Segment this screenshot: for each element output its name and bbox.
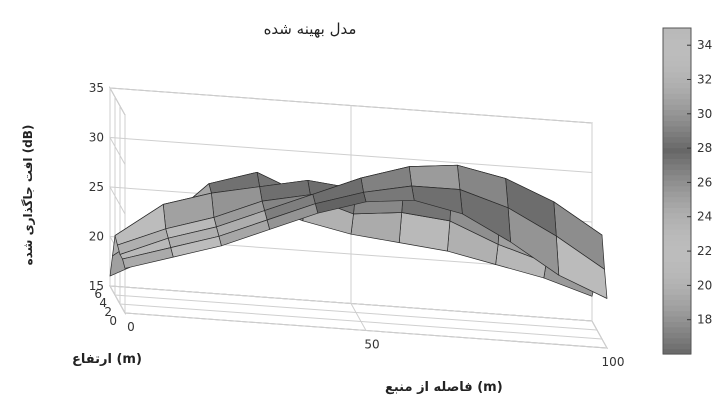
colorbar-band <box>663 261 691 268</box>
colorbar-band <box>663 332 691 339</box>
colorbar-band <box>663 234 691 241</box>
grid-line-y <box>114 97 598 331</box>
colorbar-band <box>663 201 691 208</box>
colorbar-band <box>663 125 691 132</box>
z-tick-label: 35 <box>89 81 104 95</box>
colorbar-band <box>663 87 691 94</box>
colorbar-band <box>663 277 691 284</box>
colorbar-band <box>663 60 691 67</box>
surface-patch <box>122 247 174 269</box>
colorbar-band <box>663 55 691 62</box>
colorbar-band <box>663 207 691 214</box>
colorbar-band <box>663 191 691 198</box>
z-tick-label: 30 <box>89 131 104 145</box>
colorbar-band <box>663 245 691 252</box>
colorbar-band <box>663 229 691 236</box>
colorbar-band <box>663 196 691 203</box>
colorbar-band <box>663 71 691 78</box>
colorbar-band <box>663 158 691 165</box>
colorbar-tick-label: 28 <box>697 141 712 155</box>
colorbar-band <box>663 38 691 45</box>
colorbar-band <box>663 337 691 344</box>
colorbar-band <box>663 348 691 355</box>
colorbar-band <box>663 109 691 116</box>
z-axis-label: افت جاگذاری شده (dB) <box>21 124 35 266</box>
colorbar-band <box>663 283 691 290</box>
colorbar-band <box>663 185 691 192</box>
colorbar-band <box>663 76 691 83</box>
z-tick-label: 15 <box>89 279 104 293</box>
colorbar-band <box>663 218 691 225</box>
colorbar-tick-label: 26 <box>697 175 712 189</box>
colorbar-band <box>663 315 691 322</box>
colorbar-band <box>663 174 691 181</box>
colorbar-band <box>663 120 691 127</box>
colorbar-band <box>663 239 691 246</box>
colorbar-band <box>663 66 691 73</box>
colorbar-band <box>663 288 691 295</box>
colorbar-band <box>663 142 691 149</box>
x-tick-label: 100 <box>602 355 625 369</box>
colorbar-band <box>663 152 691 159</box>
colorbar-band <box>663 169 691 176</box>
colorbar-band <box>663 147 691 154</box>
z-tick-label: 20 <box>89 230 104 244</box>
colorbar-band <box>663 310 691 317</box>
y-tick-label: 2 <box>104 305 112 319</box>
y-tick-label: 4 <box>99 296 107 310</box>
colorbar-tick-label: 18 <box>697 313 712 327</box>
grid-line-y <box>119 106 603 340</box>
x-axis-label: فاصله از منبع (m) <box>385 380 503 395</box>
grid-line-y <box>109 88 593 322</box>
colorbar-band <box>663 321 691 328</box>
colorbar-band <box>663 28 691 35</box>
colorbar-band <box>663 256 691 263</box>
colorbar-band <box>663 98 691 105</box>
surface-patch <box>408 164 461 190</box>
colorbar-tick-label: 32 <box>697 73 712 87</box>
colorbar-band <box>663 131 691 138</box>
colorbar-tick-label: 24 <box>697 210 712 224</box>
colorbar-band <box>663 212 691 219</box>
colorbar-band <box>663 136 691 143</box>
colorbar-frame <box>662 27 692 355</box>
y-axis-label: ارتفاع (m) <box>72 352 142 367</box>
colorbar-band <box>663 33 691 40</box>
colorbar-band <box>663 44 691 51</box>
colorbar-band <box>663 250 691 257</box>
colorbar-band <box>663 343 691 350</box>
y-tick-label: 6 <box>94 287 102 301</box>
colorbar-tick-label: 22 <box>697 244 712 258</box>
colorbar-tick-label: 34 <box>697 38 712 52</box>
colorbar-band <box>663 114 691 121</box>
y-tick-label: 0 <box>109 314 117 328</box>
colorbar-band <box>663 272 691 279</box>
colorbar-tick-label: 20 <box>697 278 712 292</box>
colorbar-band <box>663 326 691 333</box>
colorbar-band <box>663 82 691 89</box>
chart-title: مدل بهینه شده <box>263 20 357 38</box>
x-tick-label: 50 <box>364 338 379 352</box>
z-tick-label: 25 <box>89 180 104 194</box>
colorbar-band <box>663 49 691 56</box>
colorbar-band <box>663 180 691 187</box>
grid-line-y <box>124 115 608 349</box>
colorbar-band <box>663 104 691 111</box>
colorbar-band <box>663 93 691 100</box>
colorbar-tick-label: 30 <box>697 107 712 121</box>
colorbar-band <box>663 294 691 301</box>
colorbar-band <box>663 163 691 170</box>
colorbar-band <box>663 267 691 274</box>
x-tick-label: 0 <box>127 320 135 334</box>
colorbar-band <box>663 305 691 312</box>
colorbar-band <box>663 299 691 306</box>
colorbar-band <box>663 223 691 230</box>
